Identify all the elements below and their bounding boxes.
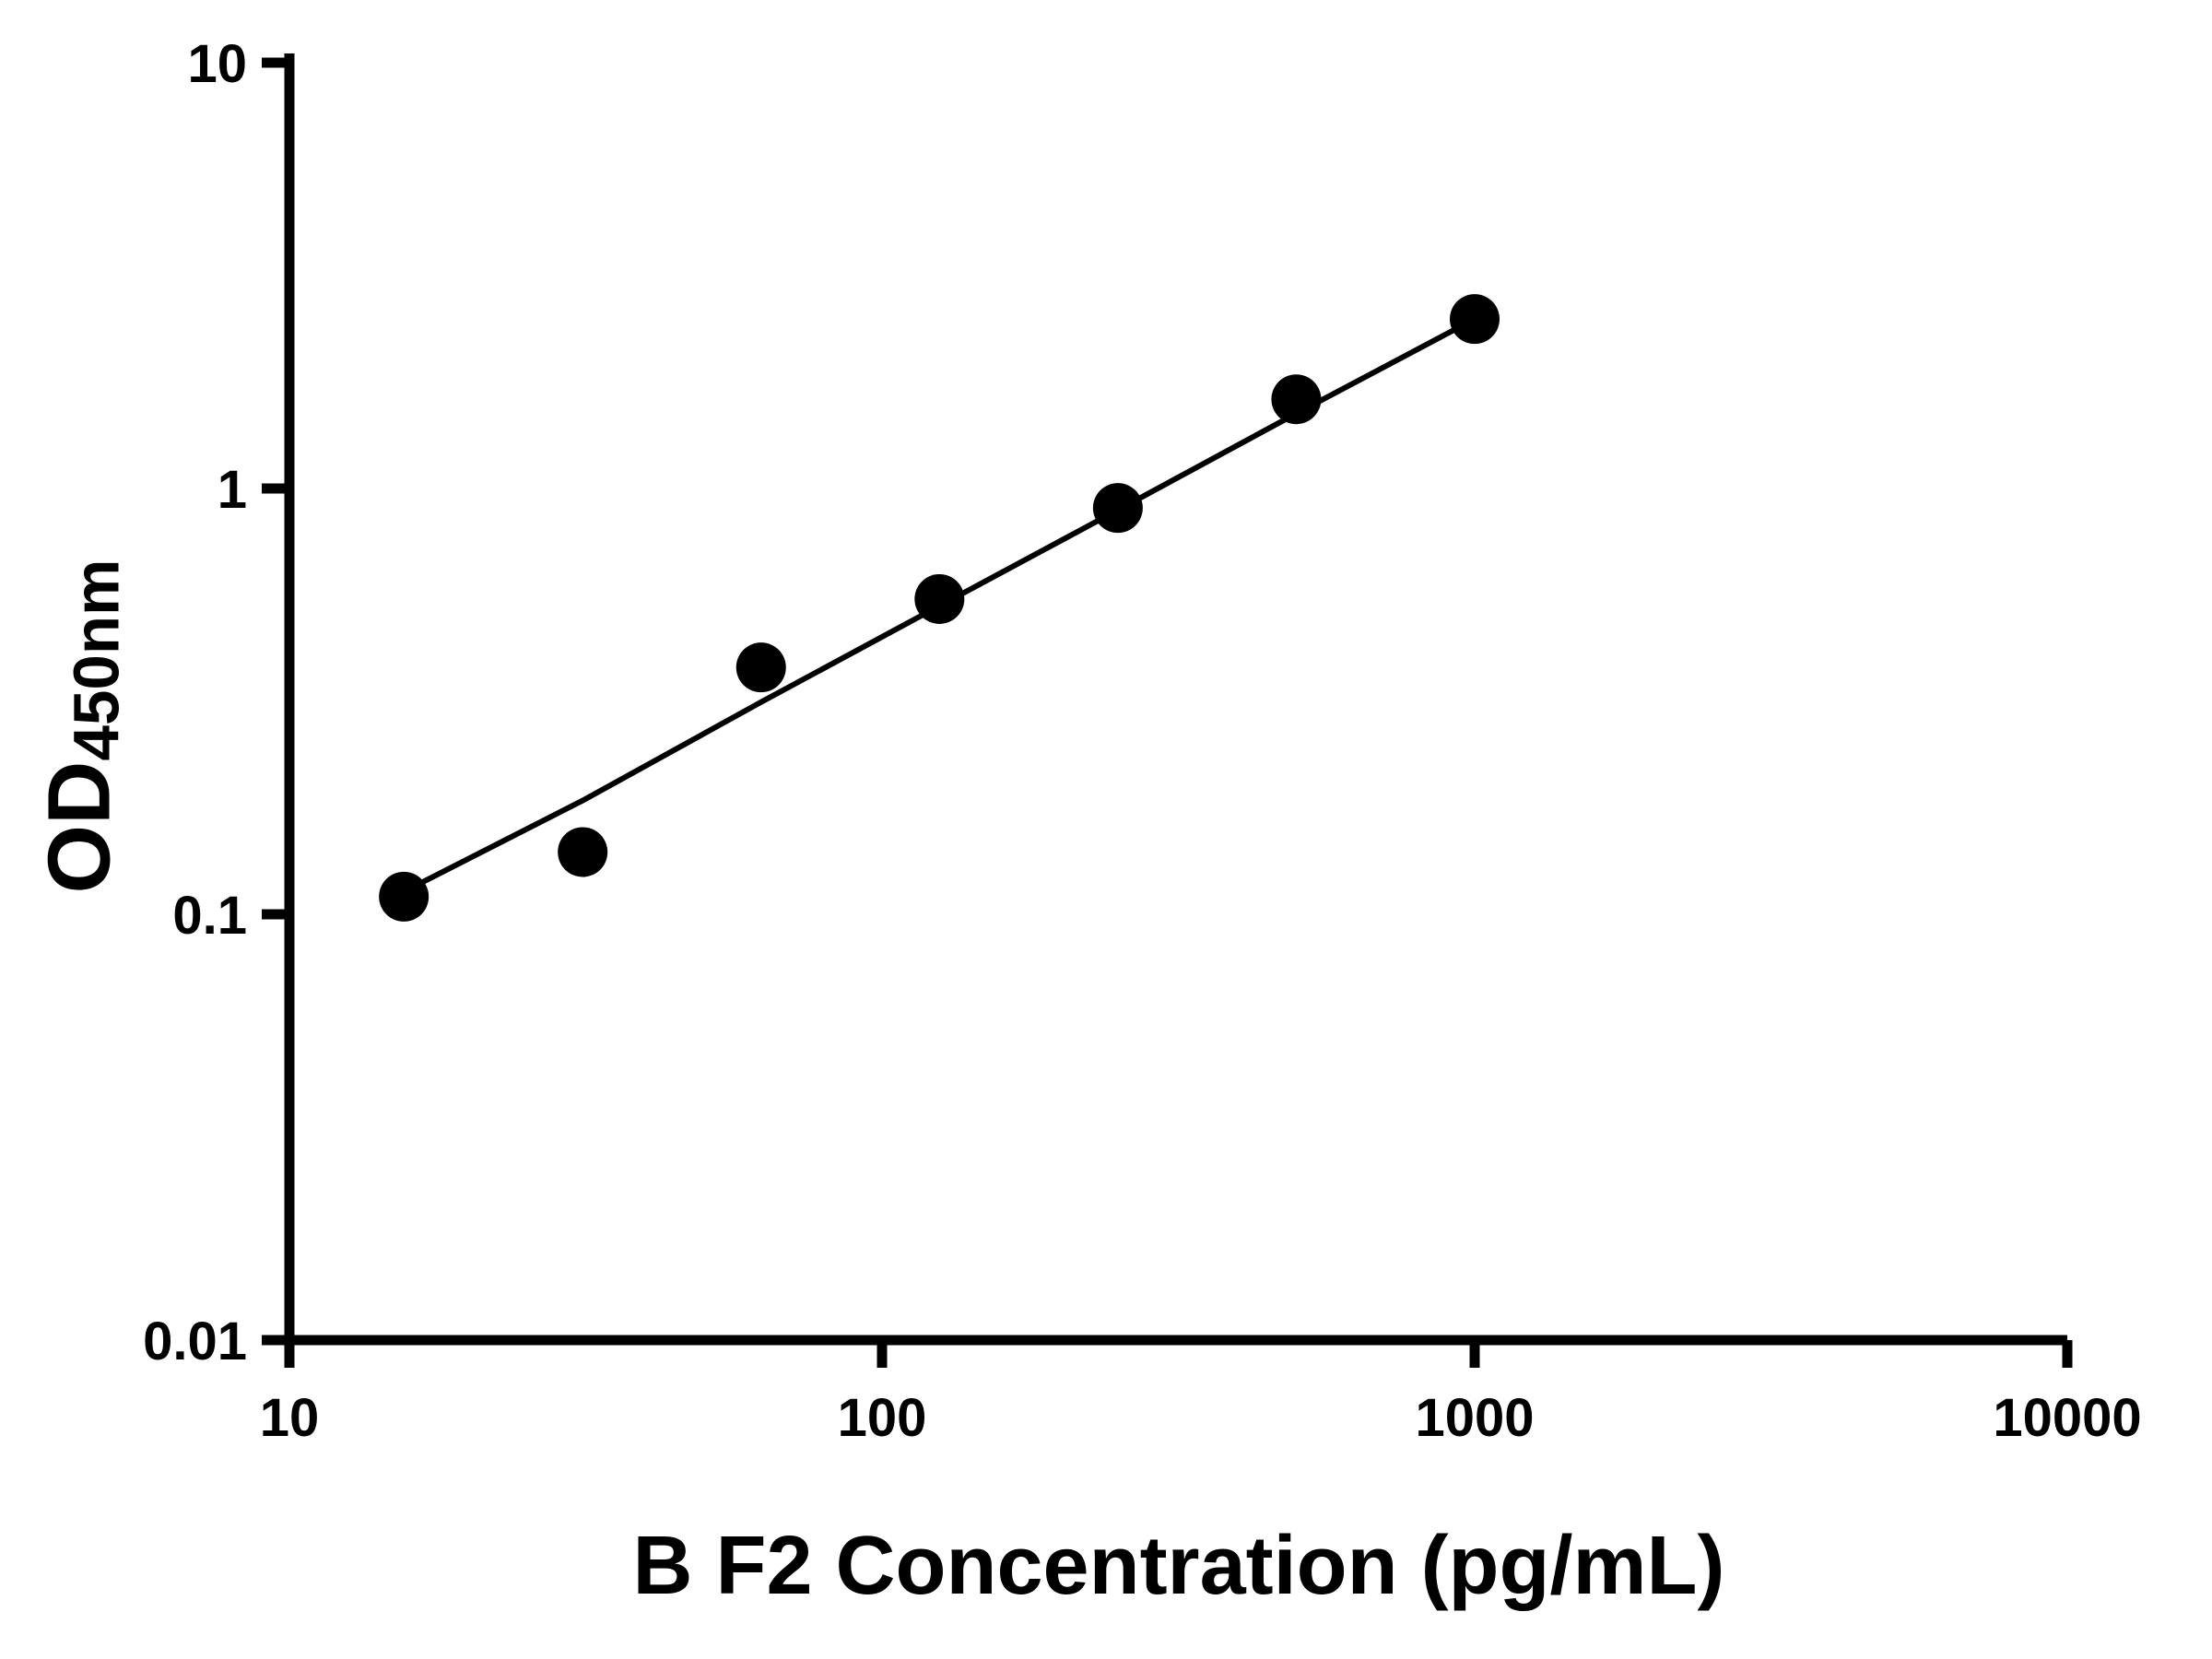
y-axis-title-sub: 450nm (60, 559, 133, 761)
x-tick-label: 100 (838, 1388, 927, 1448)
data-point (1271, 374, 1322, 425)
y-axis-title: OD450nm (29, 559, 134, 894)
x-axis-title: B F2 Concentration (pg/mL) (632, 1520, 1725, 1612)
y-tick-label: 1 (218, 460, 247, 520)
data-point (1092, 483, 1143, 534)
y-tick-label: 0.1 (172, 886, 247, 946)
data-point (1450, 294, 1500, 345)
x-tick-label: 1000 (1415, 1388, 1534, 1448)
data-point (914, 573, 965, 624)
axes-spines (284, 53, 2067, 1346)
data-point (558, 827, 608, 877)
data-point (735, 642, 786, 693)
x-tick-label: 10 (260, 1388, 320, 1448)
y-tick-label: 0.01 (143, 1312, 247, 1371)
y-axis-title-main: OD (29, 760, 129, 894)
data-point (379, 871, 429, 922)
x-tick-label: 10000 (1993, 1388, 2141, 1448)
y-tick-label: 10 (187, 34, 247, 94)
